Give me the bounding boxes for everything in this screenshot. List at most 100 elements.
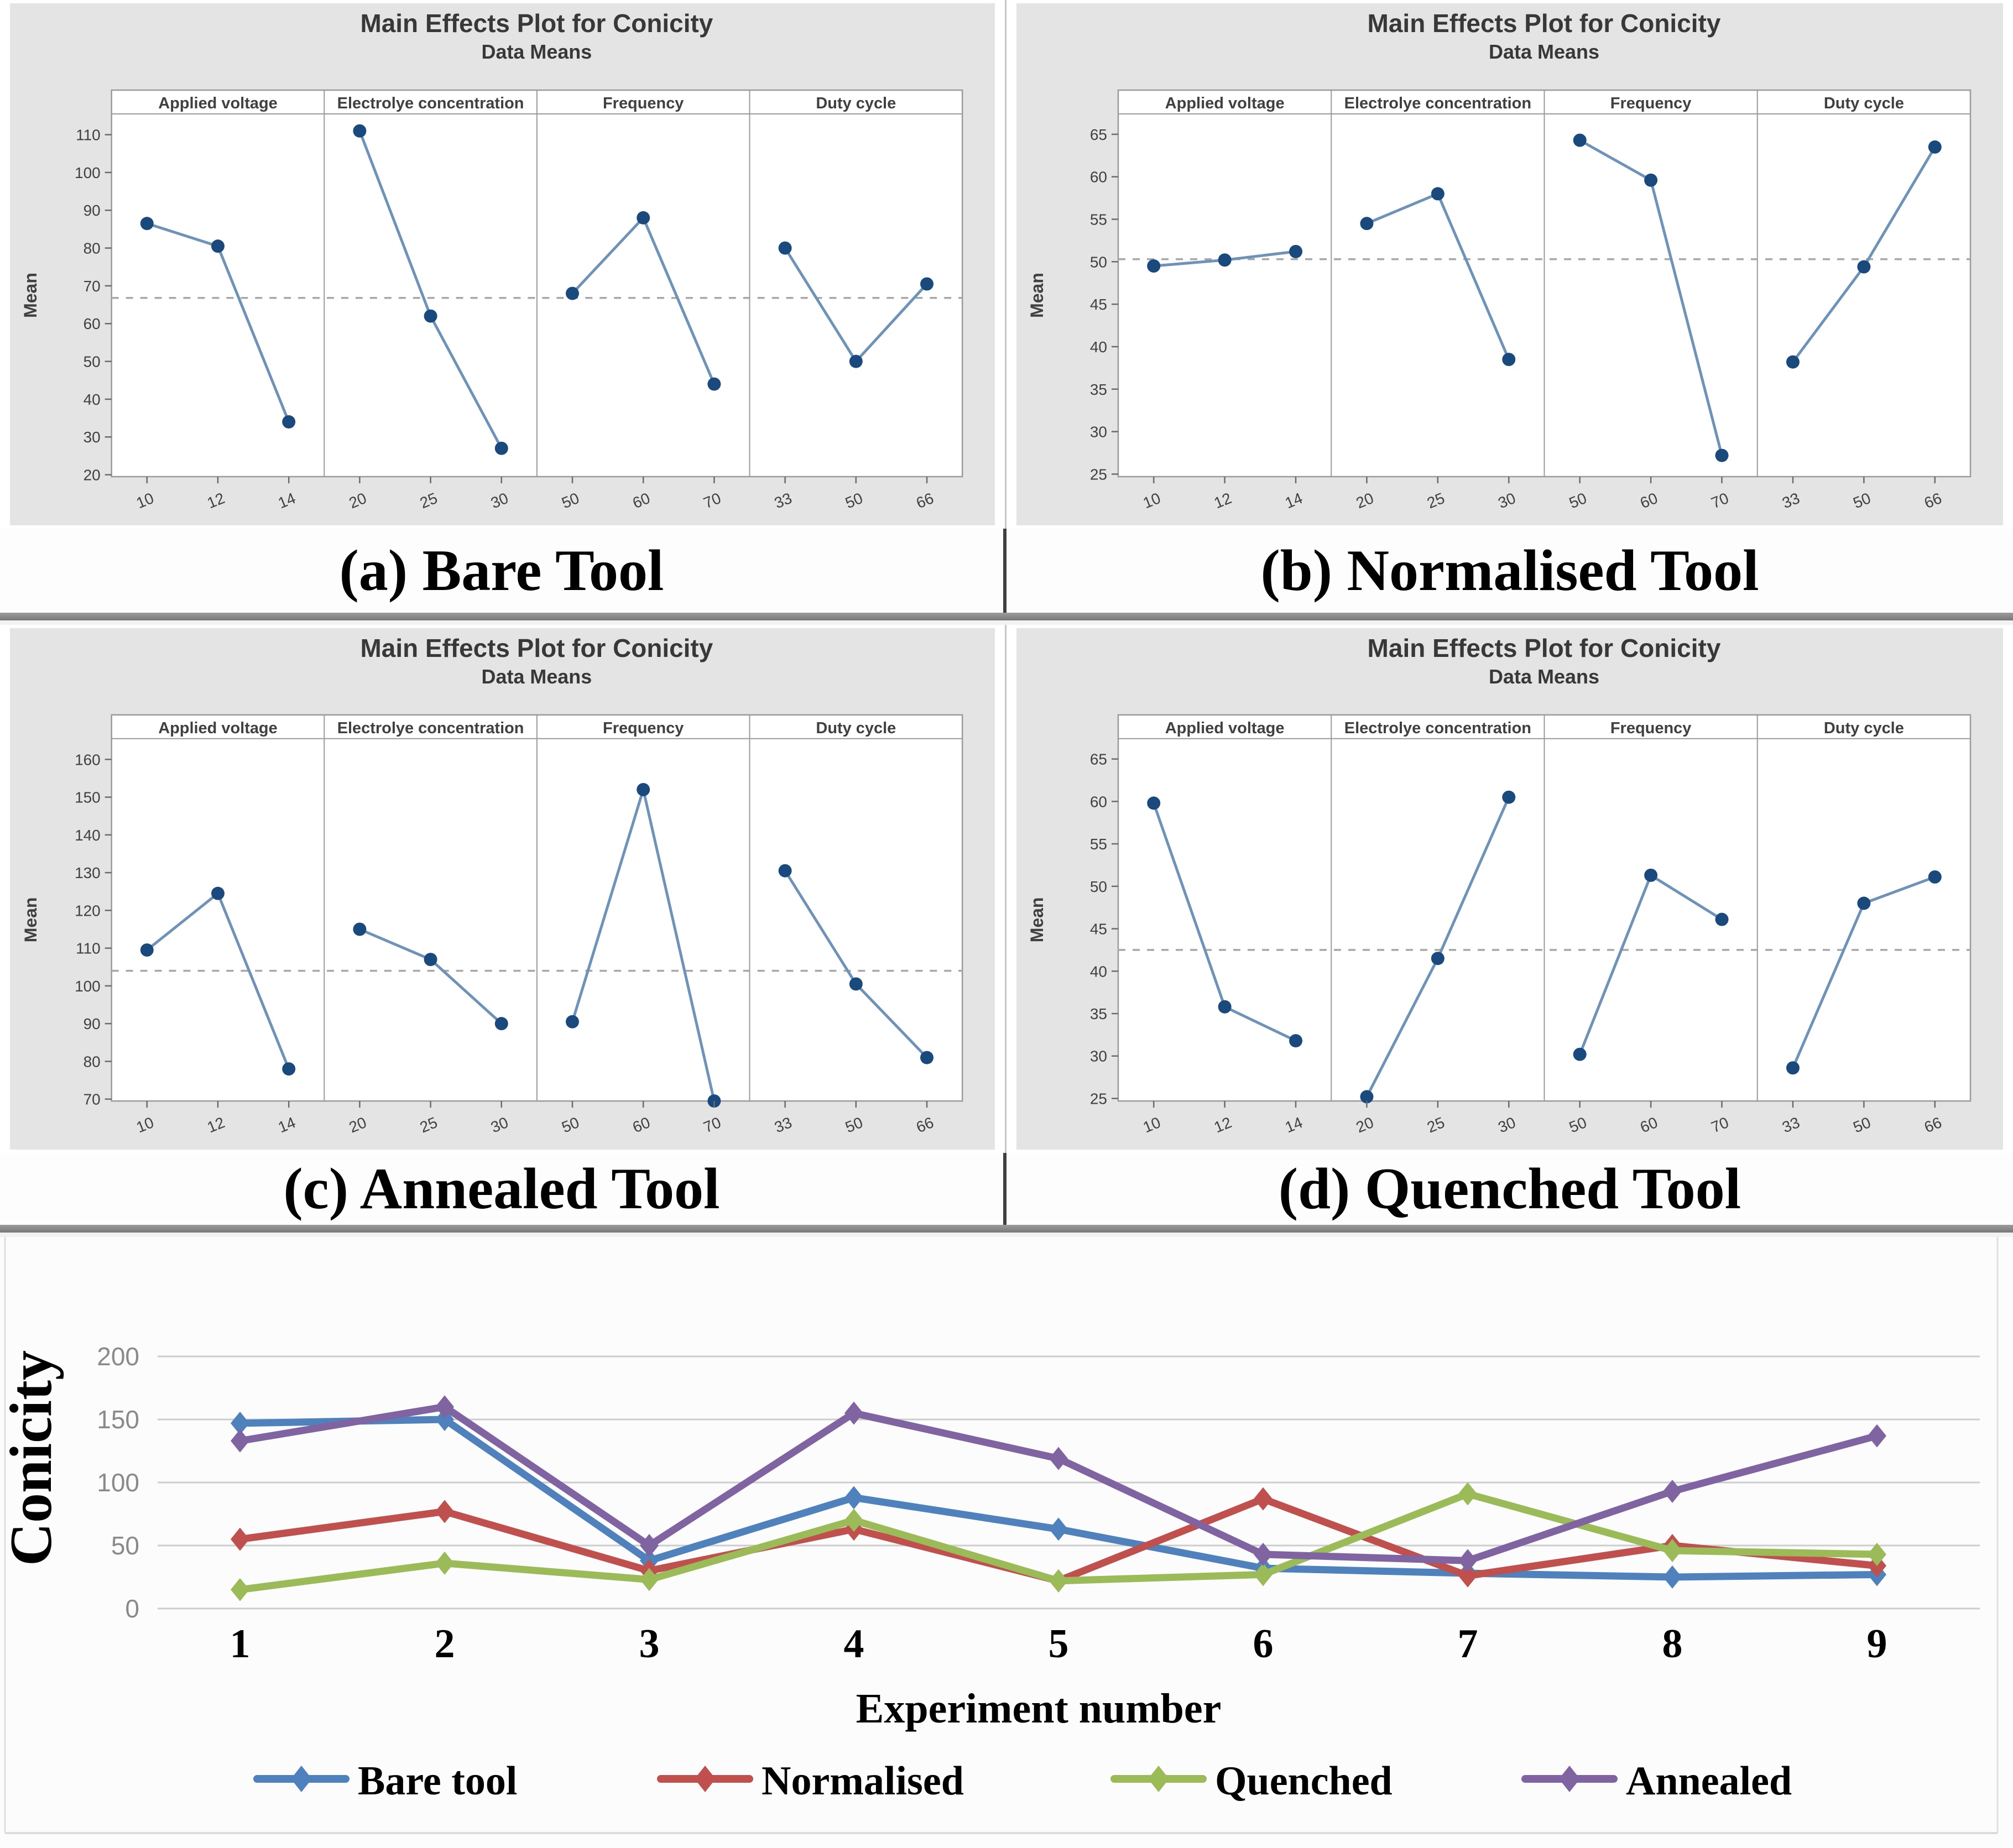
conicity-line-chart: 0 50 100 150 200 1 2 3 4 5 6 7 8 9 Experiment number Co… [0,1237,2013,1848]
legend-item-quenched: Quenched [1110,1758,1393,1804]
y-tick-label: 50 [1090,253,1107,270]
legend-label: Bare tool [358,1758,517,1804]
factor-series-applied-voltage [1147,796,1303,1048]
data-point-marker [1049,1569,1068,1593]
y-axis-label: Mean [1027,273,1047,318]
y-tick-label: 45 [1090,296,1107,313]
y-tick-label: 150 [97,1405,139,1434]
y-tick-label: 100 [75,978,101,995]
data-point [707,1094,721,1108]
data-point-marker [1458,1482,1477,1506]
panel-d-container: Main Effects Plot for Conicity Data Means… [1007,625,2013,1153]
legend-marker-icon [1148,1766,1169,1792]
factor-header-label: Frequency [1610,95,1692,112]
factor-header-label: Duty cycle [816,719,896,737]
legend-label: Annealed [1626,1758,1792,1804]
y-tick-label: 20 [84,467,101,484]
y-tick-label: 50 [1090,878,1107,895]
plot-frame [111,714,963,1102]
main-effects-row-1: Main Effects Plot for Conicity Data Means… [0,0,2013,529]
factor-series-duty-cycle [1786,140,1942,369]
data-point [1147,259,1161,273]
y-tick-label: 140 [75,827,101,844]
data-point-marker [1663,1565,1682,1589]
y-tick-label: 70 [84,1091,101,1108]
factor-series-applied-voltage [140,886,296,1076]
y-tick-label: 130 [75,864,101,881]
data-point [1928,140,1942,154]
data-point-marker [435,1551,454,1575]
chart-subtitle: Data Means [1489,40,1599,63]
factor-series-duty-cycle [778,241,934,368]
data-point-marker [231,1429,249,1453]
divider-bar-2 [0,1225,2013,1233]
series-annealed [231,1395,1886,1573]
data-point [1502,790,1516,804]
factor-header-label: Electrolye concentration [337,719,524,737]
caption-band-ab: (a) Bare Tool (b) Normalised Tool [0,529,2013,613]
data-point-marker [640,1568,659,1591]
factor-series-electrolye-concentration [353,922,508,1031]
data-point [1715,912,1729,926]
factor-series-frequency [566,211,721,391]
data-point [1786,355,1800,369]
data-point [1786,1061,1800,1075]
factor-series-frequency [1573,868,1729,1061]
y-tick-label: 60 [84,315,101,332]
y-tick-label: 110 [76,940,101,957]
y-tick-label: 40 [84,391,101,408]
y-tick-label: 40 [1090,963,1107,980]
x-tick-label: 3 [639,1621,660,1667]
data-point-marker [1458,1549,1477,1573]
y-tick-label: 60 [1090,793,1107,810]
factor-header-label: Applied voltage [1165,719,1285,737]
bottom-background [0,1237,2013,1848]
data-point [494,441,508,455]
y-tick-label: 70 [84,278,101,295]
data-point [282,1062,296,1076]
x-tick-label: 8 [1662,1621,1683,1667]
data-point [849,977,863,991]
plot-frame [1117,89,1972,478]
y-tick-label: 100 [97,1468,139,1497]
data-point [778,864,792,878]
data-point [1431,952,1444,965]
data-point [1715,448,1729,462]
factor-series-applied-voltage [140,217,296,429]
y-tick-label: 60 [1090,169,1107,186]
data-point [1289,244,1303,258]
factor-series-duty-cycle [1786,870,1942,1075]
data-point [353,124,367,138]
x-tick-label: 6 [1253,1621,1274,1667]
data-point-marker [844,1401,863,1425]
panel-b-container: Main Effects Plot for Conicity Data Means… [1007,0,2013,529]
data-point [211,239,225,253]
data-point [566,1015,579,1029]
legend-marker-icon [291,1766,312,1792]
data-point [1289,1034,1303,1048]
data-point-marker [640,1534,659,1557]
chart-subtitle: Data Means [482,665,592,688]
y-tick-label: 80 [84,1053,101,1070]
y-axis-label: Mean [20,273,40,318]
caption-c: (c) Annealed Tool [0,1153,1007,1225]
factor-header-label: Electrolye concentration [337,95,524,112]
plot-frame [1117,714,1972,1102]
x-tick-label: 7 [1458,1621,1478,1667]
x-axis-label: Experiment number [856,1685,1222,1732]
data-point-marker [1254,1563,1273,1586]
data-point [1573,1047,1587,1061]
y-tick-label: 90 [84,202,101,219]
data-point [424,309,437,323]
data-point [637,782,650,796]
y-tick-label: 55 [1090,211,1107,228]
panel-a-container: Main Effects Plot for Conicity Data Means… [0,0,1007,529]
factor-header-label: Duty cycle [816,95,896,112]
x-tick-label: 2 [435,1621,455,1667]
main-effects-chart-d: Main Effects Plot for Conicity Data Means… [1016,628,2003,1150]
data-point [282,415,296,429]
y-tick-label: 150 [75,789,101,806]
data-point [211,886,225,900]
series-quenched [231,1482,1886,1601]
data-point [353,922,367,936]
